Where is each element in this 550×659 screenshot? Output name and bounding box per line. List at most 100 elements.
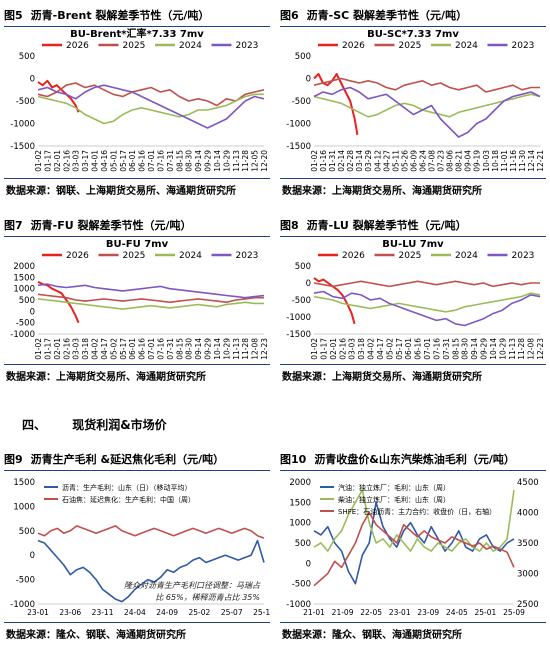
x-tick-label: 02-01 xyxy=(329,338,338,360)
series-line xyxy=(313,292,541,313)
x-tick-label: 09-29 xyxy=(204,150,213,172)
x-tick-label: 02-16 xyxy=(62,150,71,172)
source-note: 数据来源：隆众、钢联、海通期货研究所 xyxy=(6,630,186,641)
x-tick-label: 01-02 xyxy=(310,150,319,172)
legend-label: 2025 xyxy=(399,251,422,261)
legend-label: 2023 xyxy=(236,251,259,261)
y-tick-label: -1000 xyxy=(286,600,311,610)
y-tick-label: -1500 xyxy=(286,330,311,340)
x-tick-label: 23-11 xyxy=(92,608,114,617)
y-tick-label: 500 xyxy=(19,527,35,537)
source-note: 数据来源：隆众、钢联、海通期货研究所 xyxy=(282,630,462,641)
y-tick-label: 0 xyxy=(30,75,35,85)
x-tick-label: 08-06 xyxy=(446,150,455,172)
x-tick-label: 01-17 xyxy=(319,338,328,360)
y2-tick-label: 3000 xyxy=(517,570,539,580)
x-tick-label: 02-01 xyxy=(53,150,62,172)
x-tick-label: 05-02 xyxy=(109,338,118,360)
x-tick-label: 12-21 xyxy=(536,150,545,172)
y-tick-label: 1500 xyxy=(289,498,311,508)
x-tick-label: 10-29 xyxy=(222,150,231,172)
x-tick-label: 10-03 xyxy=(482,150,491,172)
y-tick-label: 2000 xyxy=(289,478,311,488)
x-tick-label: 12-23 xyxy=(260,338,269,360)
legend-label: 汽油：独立炼厂：毛利：山东（周） xyxy=(338,483,450,492)
legend-label: 柴油：独立炼厂：毛利：山东（周） xyxy=(338,495,450,504)
x-tick-label: 07-08 xyxy=(428,150,437,172)
series-line xyxy=(37,82,265,107)
x-tick-label: 09-14 xyxy=(194,150,203,172)
x-tick-label: 10-18 xyxy=(491,150,500,172)
series-line xyxy=(313,73,359,135)
legend-label: 2026 xyxy=(342,41,365,51)
figure-panel-6: 图10 沥青收盘价&山东汽柴炼油毛利（元/吨） 数据来源：隆众、钢联、海通期货研究所… xyxy=(280,452,546,641)
y2-tick-label: 4000 xyxy=(517,509,539,519)
x-tick-label: 09-29 xyxy=(480,338,489,360)
figure-title: 图9 沥青生产毛利 &延迟焦化毛利（元/吨） xyxy=(4,452,270,471)
x-tick-label: 11-13 xyxy=(508,338,517,360)
y-tick-label: -1000 xyxy=(286,313,311,323)
y-tick-label: 500 xyxy=(19,296,35,306)
x-tick-label: 06-16 xyxy=(138,338,147,360)
series-line xyxy=(37,539,265,603)
x-tick-label: 09-29 xyxy=(204,338,213,360)
x-tick-label: 25-09 xyxy=(503,608,525,617)
x-tick-label: 03-03 xyxy=(348,338,357,360)
x-tick-label: 11-13 xyxy=(232,338,241,360)
x-tick-label: 11-13 xyxy=(232,150,241,172)
figure-panel-3: 图7 沥青-FU 裂解差季节性（元/吨） 数据来源：上海期货交易所、海通期货研究所 B… xyxy=(4,218,270,383)
y2-tick-label: 4500 xyxy=(517,478,539,488)
x-tick-label: 01-31 xyxy=(328,150,337,172)
x-tick-label: 02-01 xyxy=(53,338,62,360)
x-tick-label: 09-14 xyxy=(470,338,479,360)
x-tick-label: 11-01 xyxy=(500,150,509,172)
y-tick-label: -500 xyxy=(16,576,35,586)
y2-tick-label: 2500 xyxy=(517,600,539,610)
x-tick-label: 03-03 xyxy=(72,338,81,360)
section-title: 现货利润&市场价 xyxy=(72,418,167,432)
y-tick-label: -1000 xyxy=(10,120,35,130)
chart-title: BU-Brent*汇率*7.33 7mv xyxy=(70,27,204,40)
source-note: 数据来源：上海期货交易所、海通期货研究所 xyxy=(282,372,482,383)
x-tick-label: 05-26 xyxy=(400,150,409,172)
x-tick-label: 01-17 xyxy=(43,150,52,172)
series-line xyxy=(37,93,264,125)
x-tick-label: 07-31 xyxy=(166,150,175,172)
x-tick-label: 06-24 xyxy=(418,150,427,172)
x-tick-label: 10-14 xyxy=(213,338,222,360)
legend-label: 2024 xyxy=(179,41,202,51)
x-tick-label: 05-17 xyxy=(395,338,404,360)
figure-title: 图6 沥青-SC 裂解差季节性（元/吨） xyxy=(280,8,546,27)
y-tick-label: -500 xyxy=(16,319,35,329)
y-tick-label: 1000 xyxy=(289,519,311,529)
legend-label: 2025 xyxy=(123,41,146,51)
x-tick-label: 12-08 xyxy=(527,338,536,360)
source-divider xyxy=(280,622,546,623)
x-tick-label: 21-01 xyxy=(303,608,325,617)
series-line xyxy=(313,501,515,585)
y-tick-label: -500 xyxy=(292,580,311,590)
x-tick-label: 01-02 xyxy=(34,150,43,172)
figure-number: 图9 xyxy=(4,453,23,466)
x-tick-label: 23-09 xyxy=(417,608,439,617)
y-tick-label: 500 xyxy=(295,52,311,62)
y-tick-label: 1500 xyxy=(13,478,35,488)
series-line xyxy=(313,277,356,325)
x-tick-label: 08-15 xyxy=(451,338,460,360)
x-tick-label: 25-01 xyxy=(475,608,497,617)
x-tick-label: 03-29 xyxy=(364,150,373,172)
x-tick-label: 09-14 xyxy=(194,338,203,360)
x-tick-label: 24-04 xyxy=(124,608,146,617)
x-tick-label: 23-01 xyxy=(27,608,49,617)
legend-label: 2026 xyxy=(66,251,89,261)
legend-label: 2023 xyxy=(512,41,535,51)
series-line xyxy=(313,511,515,587)
section-heading: 四、 现货利润&市场价 xyxy=(22,416,189,433)
x-tick-label: 07-16 xyxy=(432,338,441,360)
x-tick-label: 03-17 xyxy=(81,150,90,172)
chart-title: BU-FU 7mv xyxy=(106,239,169,250)
y-tick-label: 0 xyxy=(306,559,311,569)
